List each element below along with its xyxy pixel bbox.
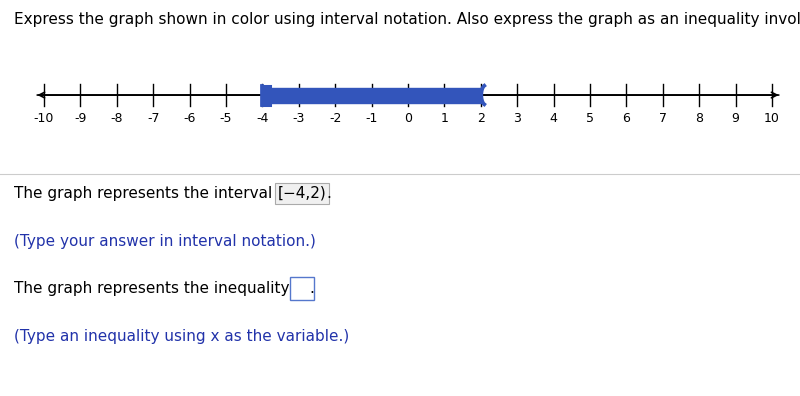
Text: [−4,2): [−4,2) xyxy=(278,186,326,201)
Text: 2: 2 xyxy=(477,112,485,125)
Text: -1: -1 xyxy=(366,112,378,125)
Text: (Type an inequality using x as the variable.): (Type an inequality using x as the varia… xyxy=(14,329,350,344)
Text: -4: -4 xyxy=(256,112,269,125)
Text: .: . xyxy=(310,281,314,296)
Text: 5: 5 xyxy=(586,112,594,125)
Text: 3: 3 xyxy=(514,112,521,125)
Text: 7: 7 xyxy=(659,112,666,125)
Text: -9: -9 xyxy=(74,112,86,125)
Text: 4: 4 xyxy=(550,112,558,125)
Text: .: . xyxy=(326,186,331,201)
Text: -10: -10 xyxy=(34,112,54,125)
Text: 9: 9 xyxy=(732,112,739,125)
Text: -6: -6 xyxy=(183,112,196,125)
Text: (Type your answer in interval notation.): (Type your answer in interval notation.) xyxy=(14,234,316,249)
Text: 6: 6 xyxy=(622,112,630,125)
Text: -3: -3 xyxy=(293,112,305,125)
Text: 10: 10 xyxy=(764,112,780,125)
Text: The graph represents the inequality: The graph represents the inequality xyxy=(14,281,294,296)
Text: 0: 0 xyxy=(404,112,412,125)
Text: -7: -7 xyxy=(147,112,159,125)
Text: 1: 1 xyxy=(441,112,448,125)
Text: 8: 8 xyxy=(695,112,703,125)
Text: -5: -5 xyxy=(220,112,232,125)
Text: The graph represents the interval: The graph represents the interval xyxy=(14,186,278,201)
Text: Express the graph shown in color using interval notation. Also express the graph: Express the graph shown in color using i… xyxy=(14,12,800,27)
Text: -2: -2 xyxy=(329,112,342,125)
Text: -8: -8 xyxy=(110,112,123,125)
